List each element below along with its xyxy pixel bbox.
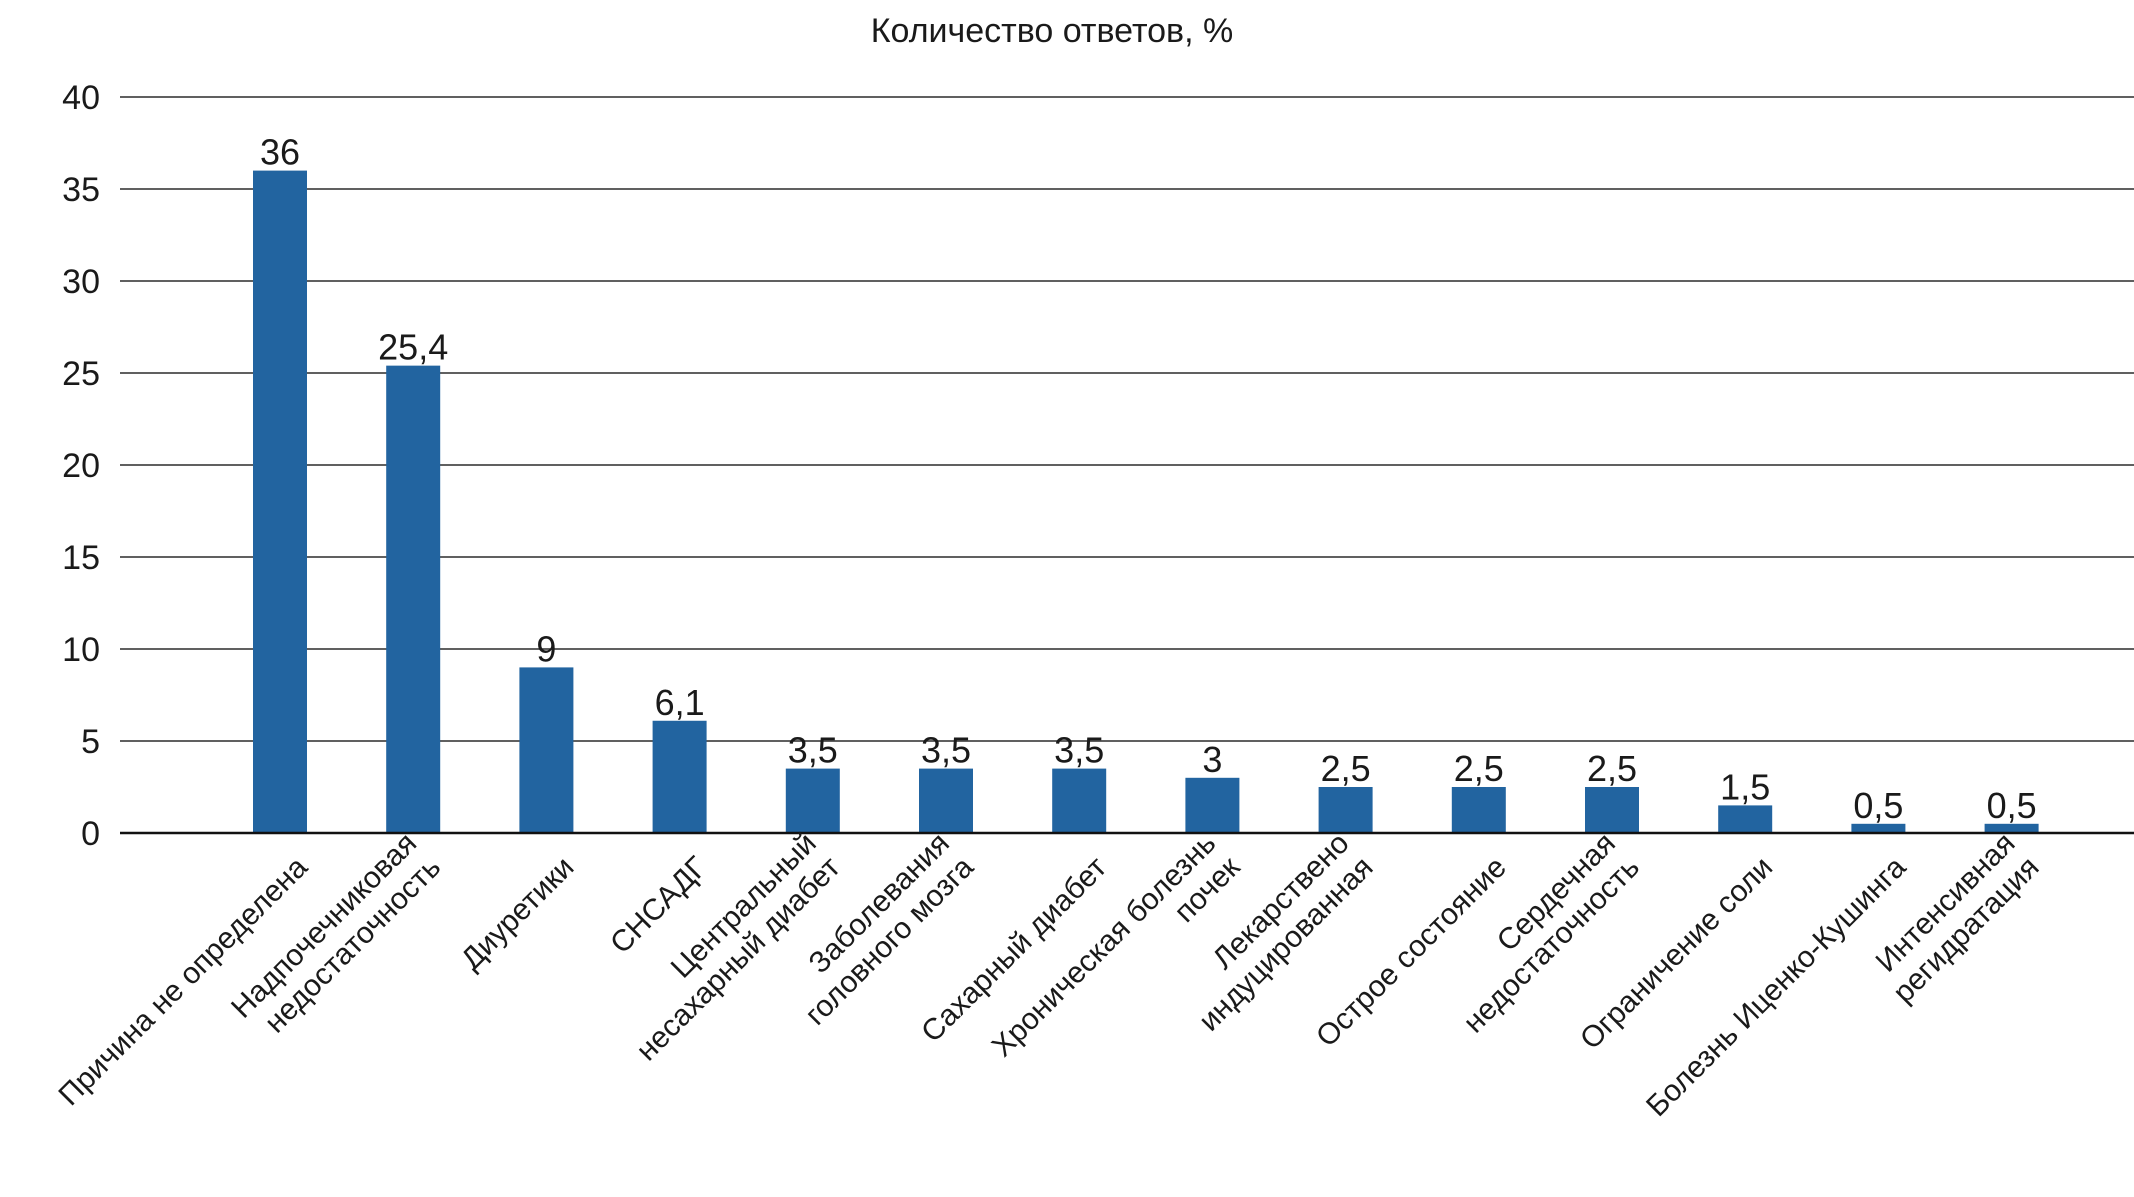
data-label: 36 — [260, 132, 300, 173]
y-tick-label: 35 — [62, 171, 100, 209]
bar — [1718, 805, 1773, 833]
y-tick-label: 10 — [62, 631, 100, 669]
bar — [1185, 777, 1240, 833]
bars — [253, 170, 2039, 834]
y-tick-label: 0 — [81, 815, 100, 853]
data-labels: 36 25,4 9 6,1 3,5 3,5 3,5 3 2,5 2,5 2,5 1,5 0,5 0,5 — [260, 132, 2037, 826]
data-label: 9 — [536, 628, 556, 669]
bar — [1851, 823, 1906, 833]
bar — [1052, 768, 1107, 833]
bar — [1984, 823, 2039, 833]
y-tick-label: 25 — [62, 355, 100, 393]
bar — [519, 667, 574, 833]
x-tick-label-line: Диуретики — [455, 851, 581, 977]
data-label: 0,5 — [1987, 785, 2037, 826]
data-label: 1,5 — [1720, 766, 1770, 807]
y-axis-ticks: 0 5 10 15 20 25 30 35 40 — [62, 79, 100, 853]
data-label: 3,5 — [1054, 730, 1104, 771]
data-label: 0,5 — [1853, 785, 1903, 826]
y-tick-label: 20 — [62, 447, 100, 485]
data-label: 2,5 — [1454, 748, 1504, 789]
y-tick-label: 30 — [62, 263, 100, 301]
bar — [386, 365, 441, 833]
gridlines — [120, 96, 2134, 742]
bar — [652, 720, 707, 833]
data-label: 2,5 — [1321, 748, 1371, 789]
y-tick-label: 5 — [81, 723, 100, 761]
y-tick-label: 15 — [62, 539, 100, 577]
y-tick-label: 40 — [62, 79, 100, 117]
x-tick-label: Диуретики — [455, 851, 581, 977]
data-label: 3,5 — [921, 730, 971, 771]
x-tick-label: Болезнь Иценко-Кушинга — [1640, 850, 1913, 1123]
data-label: 6,1 — [655, 682, 705, 723]
x-axis-labels: Причина не определенаНадпочечниковаянедо… — [53, 827, 2046, 1123]
x-tick-label-line: Болезнь Иценко-Кушинга — [1640, 850, 1913, 1123]
bar — [1318, 787, 1373, 833]
data-label: 3 — [1202, 739, 1222, 780]
data-label: 3,5 — [788, 730, 838, 771]
bar — [1585, 787, 1639, 833]
bar — [1451, 787, 1506, 833]
data-label: 25,4 — [378, 327, 448, 368]
chart-title: Количество ответов, % — [871, 12, 1234, 50]
data-label: 2,5 — [1587, 748, 1637, 789]
bar — [253, 170, 307, 834]
bar — [785, 768, 840, 833]
bar — [919, 768, 973, 833]
